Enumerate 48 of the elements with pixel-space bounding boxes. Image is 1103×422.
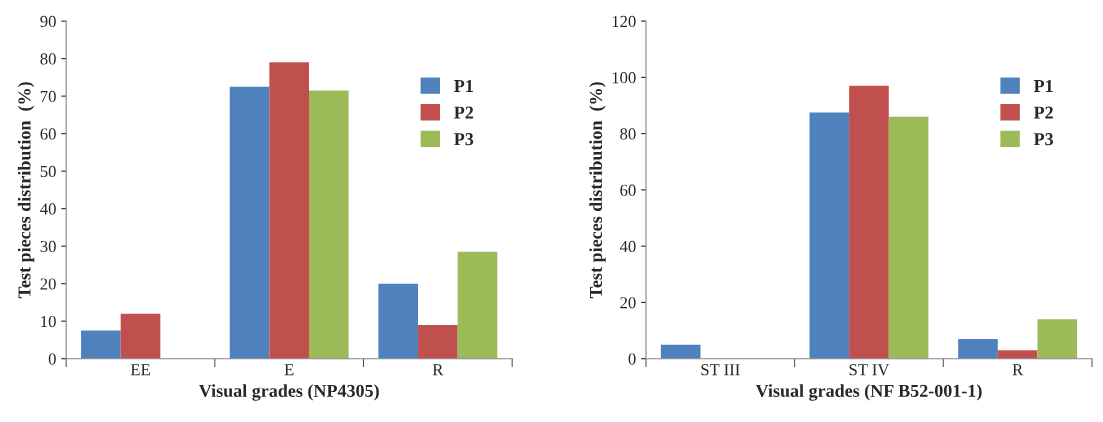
y-tick-label: 100 xyxy=(612,72,636,84)
bar xyxy=(418,324,458,359)
y-tick-label: 30 xyxy=(40,240,56,253)
y-axis-title: Test pieces distribution (%) xyxy=(589,82,606,299)
y-tick-label: 70 xyxy=(40,90,56,103)
x-tick-label: E xyxy=(284,364,294,376)
bar xyxy=(269,62,309,359)
legend-label: P1 xyxy=(454,79,473,92)
y-tick-label: 20 xyxy=(620,297,636,309)
y-tick-label: 20 xyxy=(40,278,56,290)
y-tick-label: 40 xyxy=(619,240,636,253)
x-tick-label: ST IV xyxy=(849,364,890,376)
x-tick-label: R xyxy=(1012,364,1024,376)
legend-label: P3 xyxy=(454,133,474,146)
x-tick-label: EE xyxy=(130,364,150,376)
bar xyxy=(229,86,270,359)
legend-label: P2 xyxy=(454,106,474,119)
bar xyxy=(120,313,161,359)
x-tick-label: R xyxy=(432,364,444,376)
x-tick-label: ST III xyxy=(701,364,740,376)
bar xyxy=(888,116,929,359)
y-tick-label: 50 xyxy=(40,165,56,178)
y-tick-label: 60 xyxy=(40,128,56,140)
y-tick-label: 0 xyxy=(628,353,636,365)
y-axis-title: Test pieces distribution (%) xyxy=(17,82,35,299)
y-tick-label: 120 xyxy=(612,15,636,28)
bar xyxy=(378,283,419,359)
bar xyxy=(81,330,121,359)
legend-label: P1 xyxy=(1033,79,1053,92)
legend-label: P3 xyxy=(1033,133,1054,146)
bar xyxy=(958,339,998,359)
bar xyxy=(997,350,1038,359)
y-tick-label: 0 xyxy=(48,353,56,365)
x-axis-title: Visual grades (NP4305) xyxy=(198,384,379,401)
bar xyxy=(660,344,701,359)
y-tick-label: 10 xyxy=(41,315,56,328)
y-tick-label: 80 xyxy=(40,53,56,65)
bar xyxy=(1037,319,1078,359)
bar xyxy=(309,90,349,359)
y-tick-label: 90 xyxy=(40,15,56,28)
legend-label: P2 xyxy=(1033,106,1053,119)
bar xyxy=(849,85,889,359)
y-tick-label: 40 xyxy=(40,203,56,215)
bar xyxy=(809,112,850,359)
x-axis-title: Visual grades (NF B52-001-1) xyxy=(755,384,982,401)
bar xyxy=(457,251,498,359)
y-tick-label: 60 xyxy=(620,184,636,196)
y-tick-label: 80 xyxy=(620,128,636,140)
